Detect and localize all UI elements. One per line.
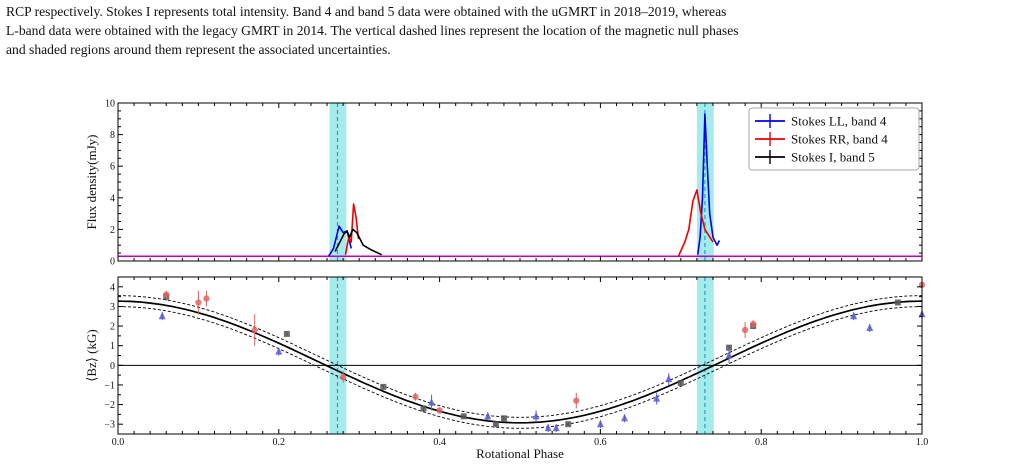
caption-line-3: and shaded regions around them represent… [6,42,391,57]
data-point-square [492,421,499,428]
y-tick-label: −2 [104,400,115,411]
caption-line-2: L-band data were obtained with the legac… [6,23,739,38]
model-envelope [117,306,923,429]
data-point-circle [412,393,419,400]
data-point-circle [195,299,202,306]
y-tick-label: 4 [110,282,115,293]
data-point-circle [203,295,210,302]
data-point-circle [251,326,258,334]
data-point-circle [573,397,580,404]
data-point-triangle [850,311,858,320]
data-point-square [894,299,901,306]
y-tick-label: 8 [110,130,115,141]
y-tick-label: 3 [110,302,115,313]
y-tick-label: 2 [110,322,115,333]
data-point-triangle [596,419,604,428]
data-point-triangle [275,347,283,355]
data-point-circle [749,320,757,328]
y-tick-label: 0 [110,257,115,268]
top-y-axis-label: Flux density(mJy) [84,135,99,230]
data-point-square [460,413,467,420]
data-point-triangle [428,398,436,406]
model-envelope [117,295,923,418]
data-point-triangle [653,394,661,402]
y-tick-label: −1 [104,380,115,391]
data-point-triangle [158,311,166,320]
data-point-triangle [866,323,874,332]
y-tick-label: 4 [110,193,115,204]
data-point-triangle [544,423,552,432]
y-tick-label: 1 [110,341,115,352]
y-tick-label: 6 [110,162,115,173]
bottom-y-axis-label: ⟨Bz⟩ (kG) [84,329,99,381]
data-point-circle [436,407,443,414]
data-point-square [283,330,290,337]
model-curve [117,300,923,424]
data-point-circle [163,291,170,298]
x-tick-label: 0.0 [112,437,125,448]
caption-line-1: RCP respectively. Stokes I represents to… [6,4,727,19]
x-tick-label: 1.0 [916,437,929,448]
legend-label: Stokes RR, band 4 [791,132,888,147]
data-point-triangle [621,413,629,422]
data-point-square [500,415,507,422]
series-line [334,228,383,256]
data-point-triangle [484,411,492,420]
y-tick-label: −3 [104,420,115,431]
x-axis-label: Rotational Phase [476,446,564,461]
legend-label: Stokes LL, band 4 [791,114,887,129]
data-point-circle [339,373,347,381]
y-tick-label: 0 [110,361,115,372]
data-point-triangle [725,351,733,359]
legend-box [748,107,920,171]
y-tick-label: 10 [105,99,115,110]
data-point-square [420,405,427,412]
x-tick-label: 0.4 [433,437,446,448]
data-point-square [380,383,387,390]
series-line [677,189,714,257]
data-point-square [677,379,684,386]
x-tick-label: 0.6 [594,437,607,448]
series-line [696,113,721,255]
series-line [344,203,360,255]
x-tick-label: 0.8 [755,437,768,448]
data-point-circle [741,326,749,334]
x-tick-label: 0.2 [273,437,286,448]
bottom-panel-frame [117,276,923,435]
figure-caption: RCP respectively. Stokes I represents to… [6,2,1010,59]
data-point-triangle [552,423,560,432]
data-point-triangle [665,374,673,383]
data-point-triangle [532,411,540,420]
y-tick-label: 2 [110,225,115,236]
legend-label: Stokes I, band 5 [791,150,875,165]
data-point-square [565,421,572,428]
